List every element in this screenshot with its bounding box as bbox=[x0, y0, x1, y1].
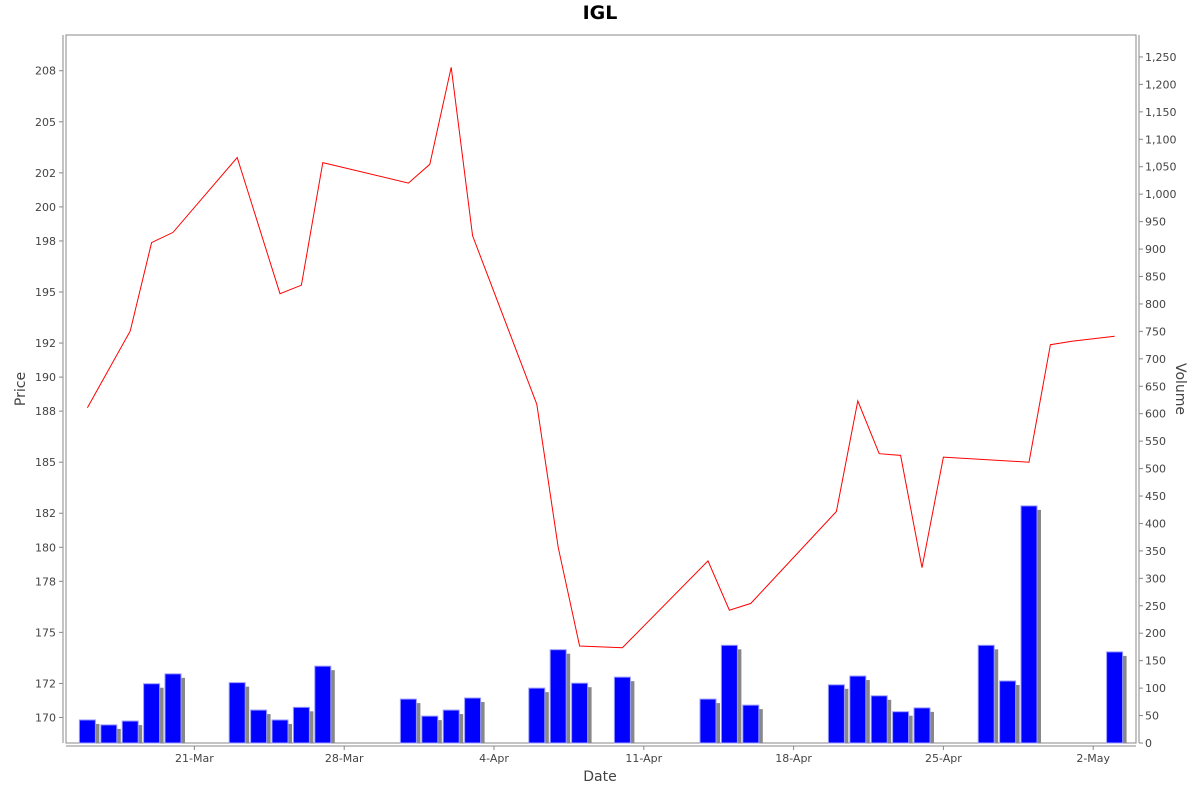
y2-tick-label: 550 bbox=[1145, 435, 1166, 448]
volume-bar bbox=[1106, 651, 1124, 744]
volume-bar bbox=[999, 680, 1017, 744]
volume-bar bbox=[528, 687, 546, 744]
y-tick-label: 185 bbox=[35, 456, 56, 469]
volume-bar bbox=[1020, 505, 1038, 744]
x-tick-label: 25-Apr bbox=[925, 752, 962, 765]
x-tick-label: 2-May bbox=[1076, 752, 1110, 765]
volume-bar bbox=[164, 673, 182, 744]
y2-tick-label: 750 bbox=[1145, 325, 1166, 338]
y-tick-label: 190 bbox=[35, 371, 56, 384]
y2-tick-label: 350 bbox=[1145, 545, 1166, 558]
y2-axis-title: Volume bbox=[1172, 363, 1188, 415]
volume-bar bbox=[399, 698, 417, 744]
y2-tick-label: 1,050 bbox=[1145, 161, 1177, 174]
y2-tick-label: 200 bbox=[1145, 627, 1166, 640]
price-line bbox=[86, 67, 1115, 649]
x-tick-label: 11-Apr bbox=[625, 752, 662, 765]
y-tick-label: 198 bbox=[35, 235, 56, 248]
y2-tick-label: 700 bbox=[1145, 353, 1166, 366]
volume-bar bbox=[827, 684, 845, 744]
x-tick-label: 21-Mar bbox=[175, 752, 214, 765]
y2-tick-label: 0 bbox=[1145, 737, 1152, 750]
price-line-layer bbox=[86, 67, 1115, 649]
y-tick-label: 205 bbox=[35, 116, 56, 129]
x-tick-label: 18-Apr bbox=[775, 752, 812, 765]
volume-bar bbox=[442, 709, 460, 744]
y-axis-title: Price bbox=[13, 372, 29, 406]
y2-tick-label: 850 bbox=[1145, 270, 1166, 283]
volume-bar bbox=[977, 644, 995, 744]
y2-tick-label: 950 bbox=[1145, 216, 1166, 229]
y-tick-label: 208 bbox=[35, 65, 56, 78]
volume-bar bbox=[292, 706, 310, 744]
y2-tick-label: 900 bbox=[1145, 243, 1166, 256]
y2-tick-label: 250 bbox=[1145, 600, 1166, 613]
volume-bars bbox=[78, 505, 1127, 744]
volume-bar bbox=[314, 665, 332, 744]
y2-tick-label: 650 bbox=[1145, 380, 1166, 393]
y2-tick-label: 1,150 bbox=[1145, 106, 1177, 119]
y2-tick-label: 50 bbox=[1145, 710, 1159, 723]
x-tick-label: 4-Apr bbox=[479, 752, 509, 765]
y-tick-label: 182 bbox=[35, 507, 56, 520]
y-tick-label: 170 bbox=[35, 711, 56, 724]
y2-tick-label: 450 bbox=[1145, 490, 1166, 503]
y-tick-label: 188 bbox=[35, 405, 56, 418]
y2-tick-label: 600 bbox=[1145, 408, 1166, 421]
volume-bar bbox=[849, 675, 867, 744]
y-tick-label: 200 bbox=[35, 201, 56, 214]
volume-bar bbox=[421, 715, 439, 744]
chart-title: IGL bbox=[583, 2, 618, 24]
volume-bar bbox=[892, 711, 910, 744]
y2-tick-label: 1,200 bbox=[1145, 78, 1177, 91]
y-tick-label: 172 bbox=[35, 677, 56, 690]
volume-bar bbox=[121, 720, 139, 744]
volume-bar bbox=[464, 697, 482, 744]
y2-tick-label: 1,250 bbox=[1145, 51, 1177, 64]
axes: 170 172 175 178 180 182 185 188 190 192 195 198 200 2… bbox=[35, 35, 1177, 765]
volume-bar bbox=[699, 698, 717, 744]
y2-tick-label: 1,000 bbox=[1145, 188, 1177, 201]
x-axis-title: Date bbox=[583, 769, 616, 785]
y2-tick-label: 300 bbox=[1145, 572, 1166, 585]
y2-tick-label: 1,100 bbox=[1145, 133, 1177, 146]
y-tick-label: 180 bbox=[35, 541, 56, 554]
volume-bar bbox=[143, 683, 161, 744]
volume-bar bbox=[228, 682, 246, 744]
volume-bar bbox=[913, 707, 931, 744]
y-tick-label: 202 bbox=[35, 167, 56, 180]
volume-bar bbox=[250, 709, 268, 744]
volume-bar bbox=[271, 719, 289, 744]
y-tick-label: 175 bbox=[35, 626, 56, 639]
x-tick-label: 28-Mar bbox=[325, 752, 364, 765]
volume-bar bbox=[571, 682, 589, 744]
plot-area bbox=[65, 34, 1137, 744]
volume-bar bbox=[613, 676, 631, 744]
y-tick-label: 195 bbox=[35, 286, 56, 299]
volume-bar bbox=[78, 719, 96, 744]
y2-tick-label: 500 bbox=[1145, 463, 1166, 476]
volume-bar bbox=[720, 644, 738, 744]
volume-bar bbox=[742, 704, 760, 744]
y2-tick-label: 150 bbox=[1145, 655, 1166, 668]
y-tick-label: 178 bbox=[35, 575, 56, 588]
y2-tick-label: 400 bbox=[1145, 517, 1166, 530]
y2-tick-label: 100 bbox=[1145, 682, 1166, 695]
y2-tick-label: 800 bbox=[1145, 298, 1166, 311]
volume-bar bbox=[549, 649, 567, 744]
volume-bar bbox=[100, 724, 118, 744]
y-tick-label: 192 bbox=[35, 337, 56, 350]
volume-bar bbox=[870, 695, 888, 744]
